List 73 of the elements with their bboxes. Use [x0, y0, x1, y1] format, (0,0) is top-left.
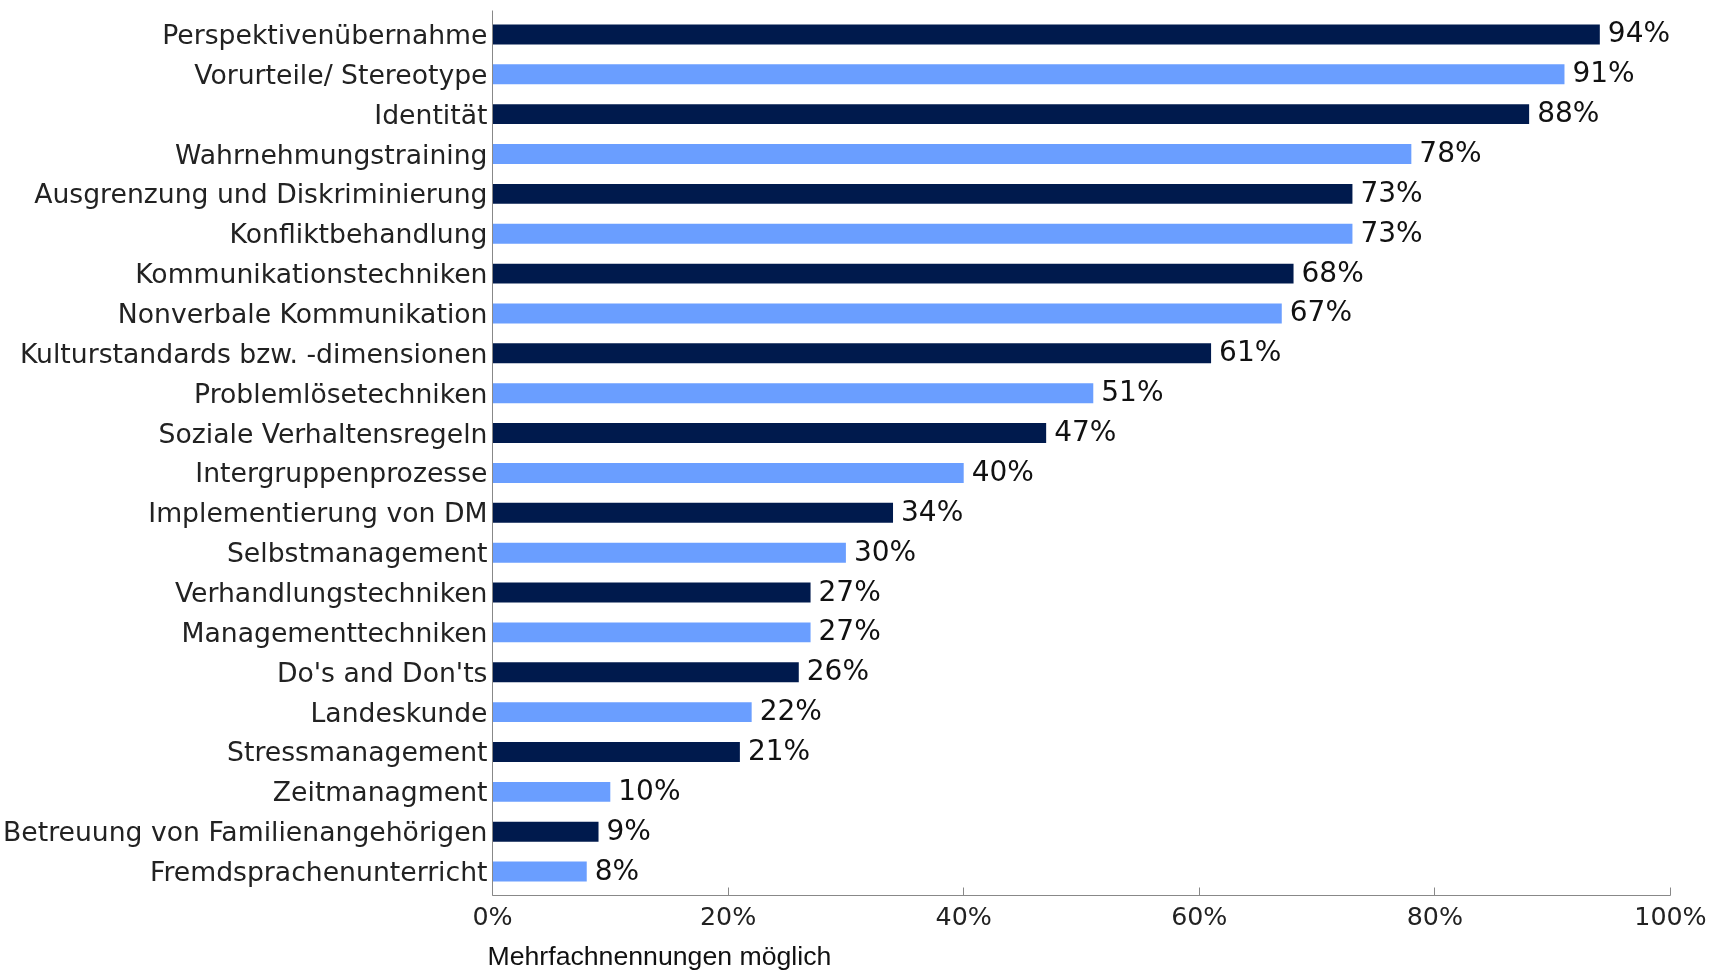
y-tick-label: Zeitmanagment: [272, 776, 488, 808]
data-label: 27%: [818, 574, 881, 608]
data-label: 26%: [806, 654, 870, 688]
bar: [492, 662, 799, 683]
y-tick-label: Do's and Don'ts: [276, 656, 488, 688]
y-tick-label: Problemlösetechniken: [194, 377, 488, 409]
data-label: 30%: [853, 534, 917, 568]
y-tick-label: Identität: [374, 98, 488, 130]
x-tick-label: 60%: [1171, 900, 1228, 931]
data-label: 67%: [1289, 295, 1352, 329]
bar: [492, 821, 599, 842]
data-label: 61%: [1219, 335, 1282, 369]
y-tick-label: Kulturstandards bzw. -dimensionen: [19, 337, 488, 369]
x-tick-label: 20%: [699, 900, 757, 931]
data-label: 10%: [618, 773, 681, 807]
x-tick-label: 40%: [935, 900, 992, 931]
y-tick-label: Vorurteile/ Stereotype: [194, 58, 488, 90]
y-tick-label: Soziale Verhaltensregeln: [158, 417, 488, 449]
bar: [492, 223, 1353, 244]
data-label: 40%: [971, 454, 1034, 488]
y-tick-label: Betreuung von Familienangehörigen: [3, 816, 488, 848]
data-label: 73%: [1360, 175, 1423, 209]
bar: [492, 622, 811, 643]
y-tick-label: Wahrnehmungstraining: [175, 138, 488, 170]
bar: [492, 24, 1600, 45]
data-label: 8%: [594, 853, 640, 887]
data-label: 68%: [1301, 255, 1364, 289]
data-label: 34%: [901, 494, 964, 528]
data-label: 51%: [1101, 375, 1164, 409]
y-tick-label: Intergruppenprozesse: [195, 457, 488, 489]
data-label: 88%: [1537, 96, 1600, 130]
data-label: 78%: [1419, 136, 1482, 170]
bar: [492, 462, 964, 483]
bar: [492, 423, 1047, 444]
bar: [492, 582, 811, 603]
y-tick-label: Perspektivenübernahme: [162, 18, 488, 50]
y-tick-label: Ausgrenzung und Diskriminierung: [34, 178, 488, 210]
data-label: 91%: [1572, 56, 1635, 90]
text: Mehrfachnennungen möglich: [487, 940, 832, 971]
bar: [492, 742, 740, 762]
y-tick-label: Konfliktbehandlung: [229, 218, 488, 250]
data-label: 94%: [1607, 16, 1671, 50]
bar: [492, 702, 752, 723]
y-tick-label: Kommunikationstechniken: [135, 258, 488, 290]
y-tick-label: Landeskunde: [310, 696, 488, 728]
bar: [492, 343, 1212, 364]
bar: [492, 104, 1530, 125]
y-tick-label: Managementtechniken: [181, 616, 488, 648]
data-label: 27%: [818, 614, 881, 648]
data-label: 22%: [759, 694, 822, 728]
bar: [492, 144, 1412, 164]
y-tick-label: Nonverbale Kommunikation: [117, 297, 488, 329]
bar: [492, 383, 1094, 404]
y-tick-label: Verhandlungstechniken: [174, 577, 488, 609]
x-tick-label: 80%: [1406, 900, 1464, 931]
bar: [492, 263, 1294, 284]
bar: [492, 861, 587, 882]
data-label: 9%: [606, 813, 651, 847]
bar: [492, 303, 1282, 324]
bar: [492, 542, 846, 563]
bar: [492, 183, 1353, 204]
y-tick-label: Fremdsprachenunterricht: [150, 856, 488, 888]
x-tick-label: 0%: [472, 900, 513, 931]
y-tick-label: Stressmanagement: [227, 736, 488, 768]
data-label: 73%: [1360, 215, 1423, 249]
x-tick-label: 100%: [1634, 900, 1707, 931]
data-label: 21%: [747, 733, 811, 767]
data-label: 47%: [1054, 415, 1117, 449]
bar: [492, 781, 611, 802]
y-tick-label: Selbstmanagement: [226, 537, 488, 569]
bar: [492, 64, 1565, 85]
bar: [492, 502, 894, 523]
y-tick-label: Implementierung von DM: [148, 497, 488, 529]
